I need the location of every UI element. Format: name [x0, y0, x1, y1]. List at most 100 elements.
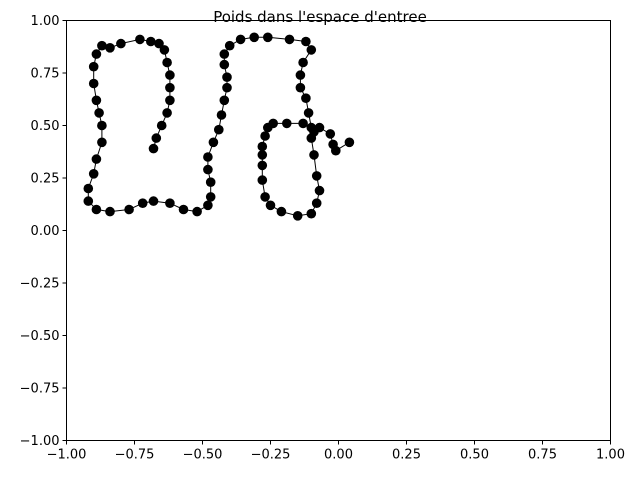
data-point [301, 93, 311, 103]
x-tick-label: 0.75 [528, 448, 557, 463]
data-point [257, 141, 268, 152]
data-point [303, 108, 314, 118]
x-tick-label: 0.50 [460, 448, 489, 463]
data-point [162, 57, 172, 68]
data-point [105, 43, 115, 53]
data-point [295, 70, 306, 80]
data-point [260, 192, 270, 202]
data-point [159, 45, 170, 55]
data-point [97, 40, 107, 51]
data-point [284, 34, 295, 45]
data-point [165, 70, 175, 80]
data-point [306, 208, 317, 219]
data-point [325, 129, 336, 139]
x-tick-label: −0.75 [115, 448, 155, 463]
data-point [88, 61, 99, 72]
y-tick-label: 0.00 [31, 224, 60, 239]
data-point [146, 36, 156, 47]
data-point [219, 95, 230, 106]
data-point [222, 82, 232, 93]
data-point [263, 122, 273, 133]
x-tick-label: −0.25 [251, 448, 291, 463]
data-point [309, 150, 319, 160]
y-tick-label: −0.75 [20, 382, 60, 397]
x-tick-label: −0.50 [183, 448, 223, 463]
data-point [276, 206, 287, 217]
data-point [97, 137, 107, 148]
data-point [249, 32, 259, 43]
y-tick-label: −0.25 [20, 277, 60, 292]
data-point [257, 175, 268, 185]
data-point [88, 169, 99, 179]
x-tick-label: −1.00 [47, 448, 87, 463]
data-point [205, 192, 216, 202]
data-point [192, 206, 202, 217]
data-point [224, 40, 235, 51]
data-point [203, 200, 213, 211]
data-point [314, 185, 325, 196]
data-point [203, 152, 213, 162]
data-point [344, 137, 355, 148]
data-point [219, 59, 230, 70]
data-point [263, 32, 273, 43]
y-tick-label: −0.50 [20, 329, 60, 344]
data-point [156, 120, 167, 131]
data-point [154, 38, 164, 49]
data-point [91, 204, 102, 215]
data-point [91, 154, 102, 164]
data-point [235, 34, 246, 45]
data-point [88, 78, 99, 89]
data-point [148, 143, 159, 154]
data-point [295, 82, 306, 93]
data-point [208, 137, 219, 148]
axes-frame [66, 20, 611, 441]
x-tick-label: 0.00 [324, 448, 353, 463]
y-tick-label: −1.00 [20, 434, 60, 449]
data-point [91, 95, 102, 106]
data-point [97, 120, 107, 131]
data-point [260, 131, 270, 141]
data-point [311, 198, 322, 208]
data-point [298, 57, 308, 68]
data-point [301, 36, 311, 47]
data-point [298, 118, 308, 129]
data-point [94, 108, 104, 118]
data-point [135, 34, 145, 45]
data-point [105, 206, 115, 217]
data-point [311, 171, 322, 181]
data-point [331, 145, 341, 156]
data-point [205, 177, 216, 187]
data-point [151, 133, 162, 143]
y-tick-label: 0.75 [31, 67, 60, 82]
data-point [216, 110, 227, 120]
data-point [306, 45, 317, 55]
y-tick-label: 1.00 [31, 14, 60, 29]
data-point [83, 196, 94, 206]
plot-area [83, 32, 355, 221]
data-point [116, 38, 126, 49]
data-point [148, 196, 159, 206]
data-point [137, 198, 148, 208]
data-point [83, 183, 94, 194]
data-point [214, 124, 224, 135]
data-point [222, 72, 232, 82]
data-point [178, 204, 189, 215]
chart-title: Poids dans l'espace d'entree [213, 8, 427, 26]
data-point [91, 49, 102, 59]
data-point [219, 49, 230, 59]
data-point [265, 200, 276, 211]
axes: −1.00 −0.75 −0.50 −0.25 0.00 0.25 0.50 0.75 1.00… [20, 14, 625, 463]
data-point [162, 108, 172, 118]
x-tick-label: 1.00 [596, 448, 625, 463]
data-point [165, 82, 175, 93]
x-tick-label: 0.25 [392, 448, 421, 463]
y-tick-label: 0.50 [31, 119, 60, 134]
data-point [257, 150, 268, 160]
data-point [282, 118, 292, 129]
data-point [257, 160, 268, 171]
data-point [124, 204, 134, 215]
data-point [203, 164, 213, 175]
data-point [165, 198, 175, 208]
data-point [314, 122, 325, 133]
